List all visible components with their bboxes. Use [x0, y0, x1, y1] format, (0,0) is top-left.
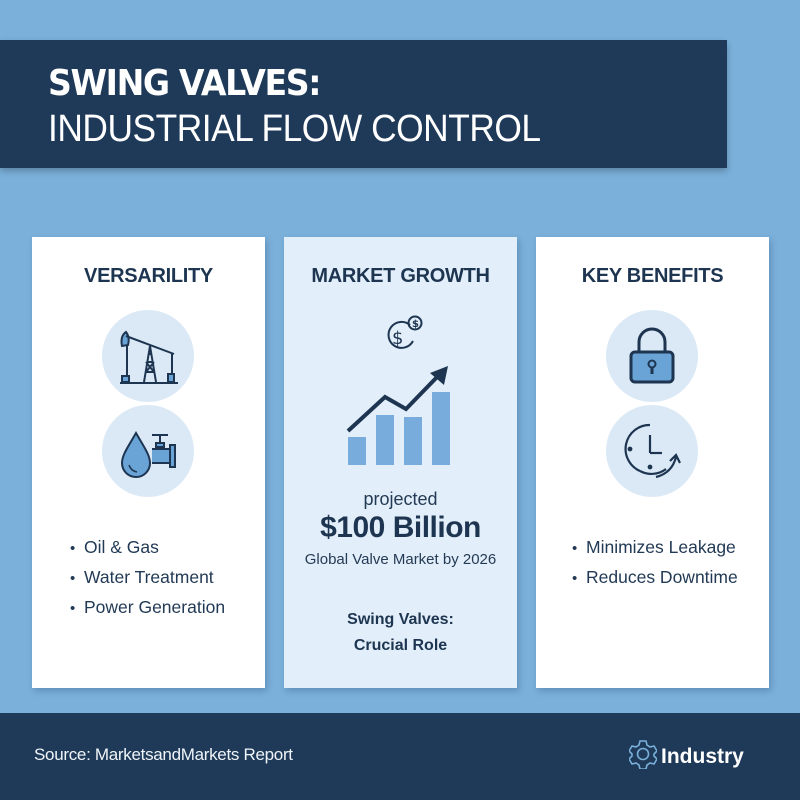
market-growth-card: MARKET GROWTH $ $ projected $100 Billion… [284, 237, 517, 688]
list-item: Power Generation [70, 593, 225, 623]
water-tap-icon [102, 405, 194, 497]
market-value-caption: Global Valve Market by 2026 [304, 551, 497, 568]
svg-text:$: $ [412, 319, 419, 330]
versatility-card: VERSARILITY Oil & Gas Water Treatment Po… [32, 237, 265, 688]
projected-label: projected [363, 489, 438, 509]
market-value: $100 Billion [320, 511, 481, 544]
brand-name: Industry [661, 745, 744, 768]
page-subtitle: INDUSTRIAL FLOW CONTROL [48, 108, 541, 150]
industry-list: Oil & Gas Water Treatment Power Generati… [70, 533, 225, 623]
list-item: Minimizes Leakage [572, 533, 738, 563]
source-citation: Source: MarketsandMarkets Report [34, 745, 293, 764]
card-title: KEY BENEFITS [581, 265, 724, 287]
page-title: SWING VALVES: [48, 63, 321, 104]
list-item: Oil & Gas [70, 533, 225, 563]
gear-icon [627, 739, 659, 775]
list-item: Water Treatment [70, 563, 225, 593]
footer: Source: MarketsandMarkets Report Industr… [0, 713, 800, 800]
card-title: VERSARILITY [84, 265, 213, 287]
title-banner: SWING VALVES: INDUSTRIAL FLOW CONTROL [0, 40, 727, 168]
role-statement: Swing Valves: Crucial Role [347, 611, 454, 654]
key-benefits-card: KEY BENEFITS Minimizes Leakage Reduces D… [536, 237, 769, 688]
oil-pump-icon [102, 310, 194, 402]
svg-text:$: $ [392, 328, 403, 349]
dollar-coin-icon: $ $ [382, 315, 428, 358]
card-title: MARKET GROWTH [311, 265, 490, 287]
benefits-list: Minimizes Leakage Reduces Downtime [572, 533, 738, 593]
brand-logo: Industry [627, 739, 744, 775]
list-item: Reduces Downtime [572, 563, 738, 593]
clock-refresh-icon [606, 405, 698, 497]
padlock-icon [606, 310, 698, 402]
growth-chart-icon [344, 357, 464, 472]
